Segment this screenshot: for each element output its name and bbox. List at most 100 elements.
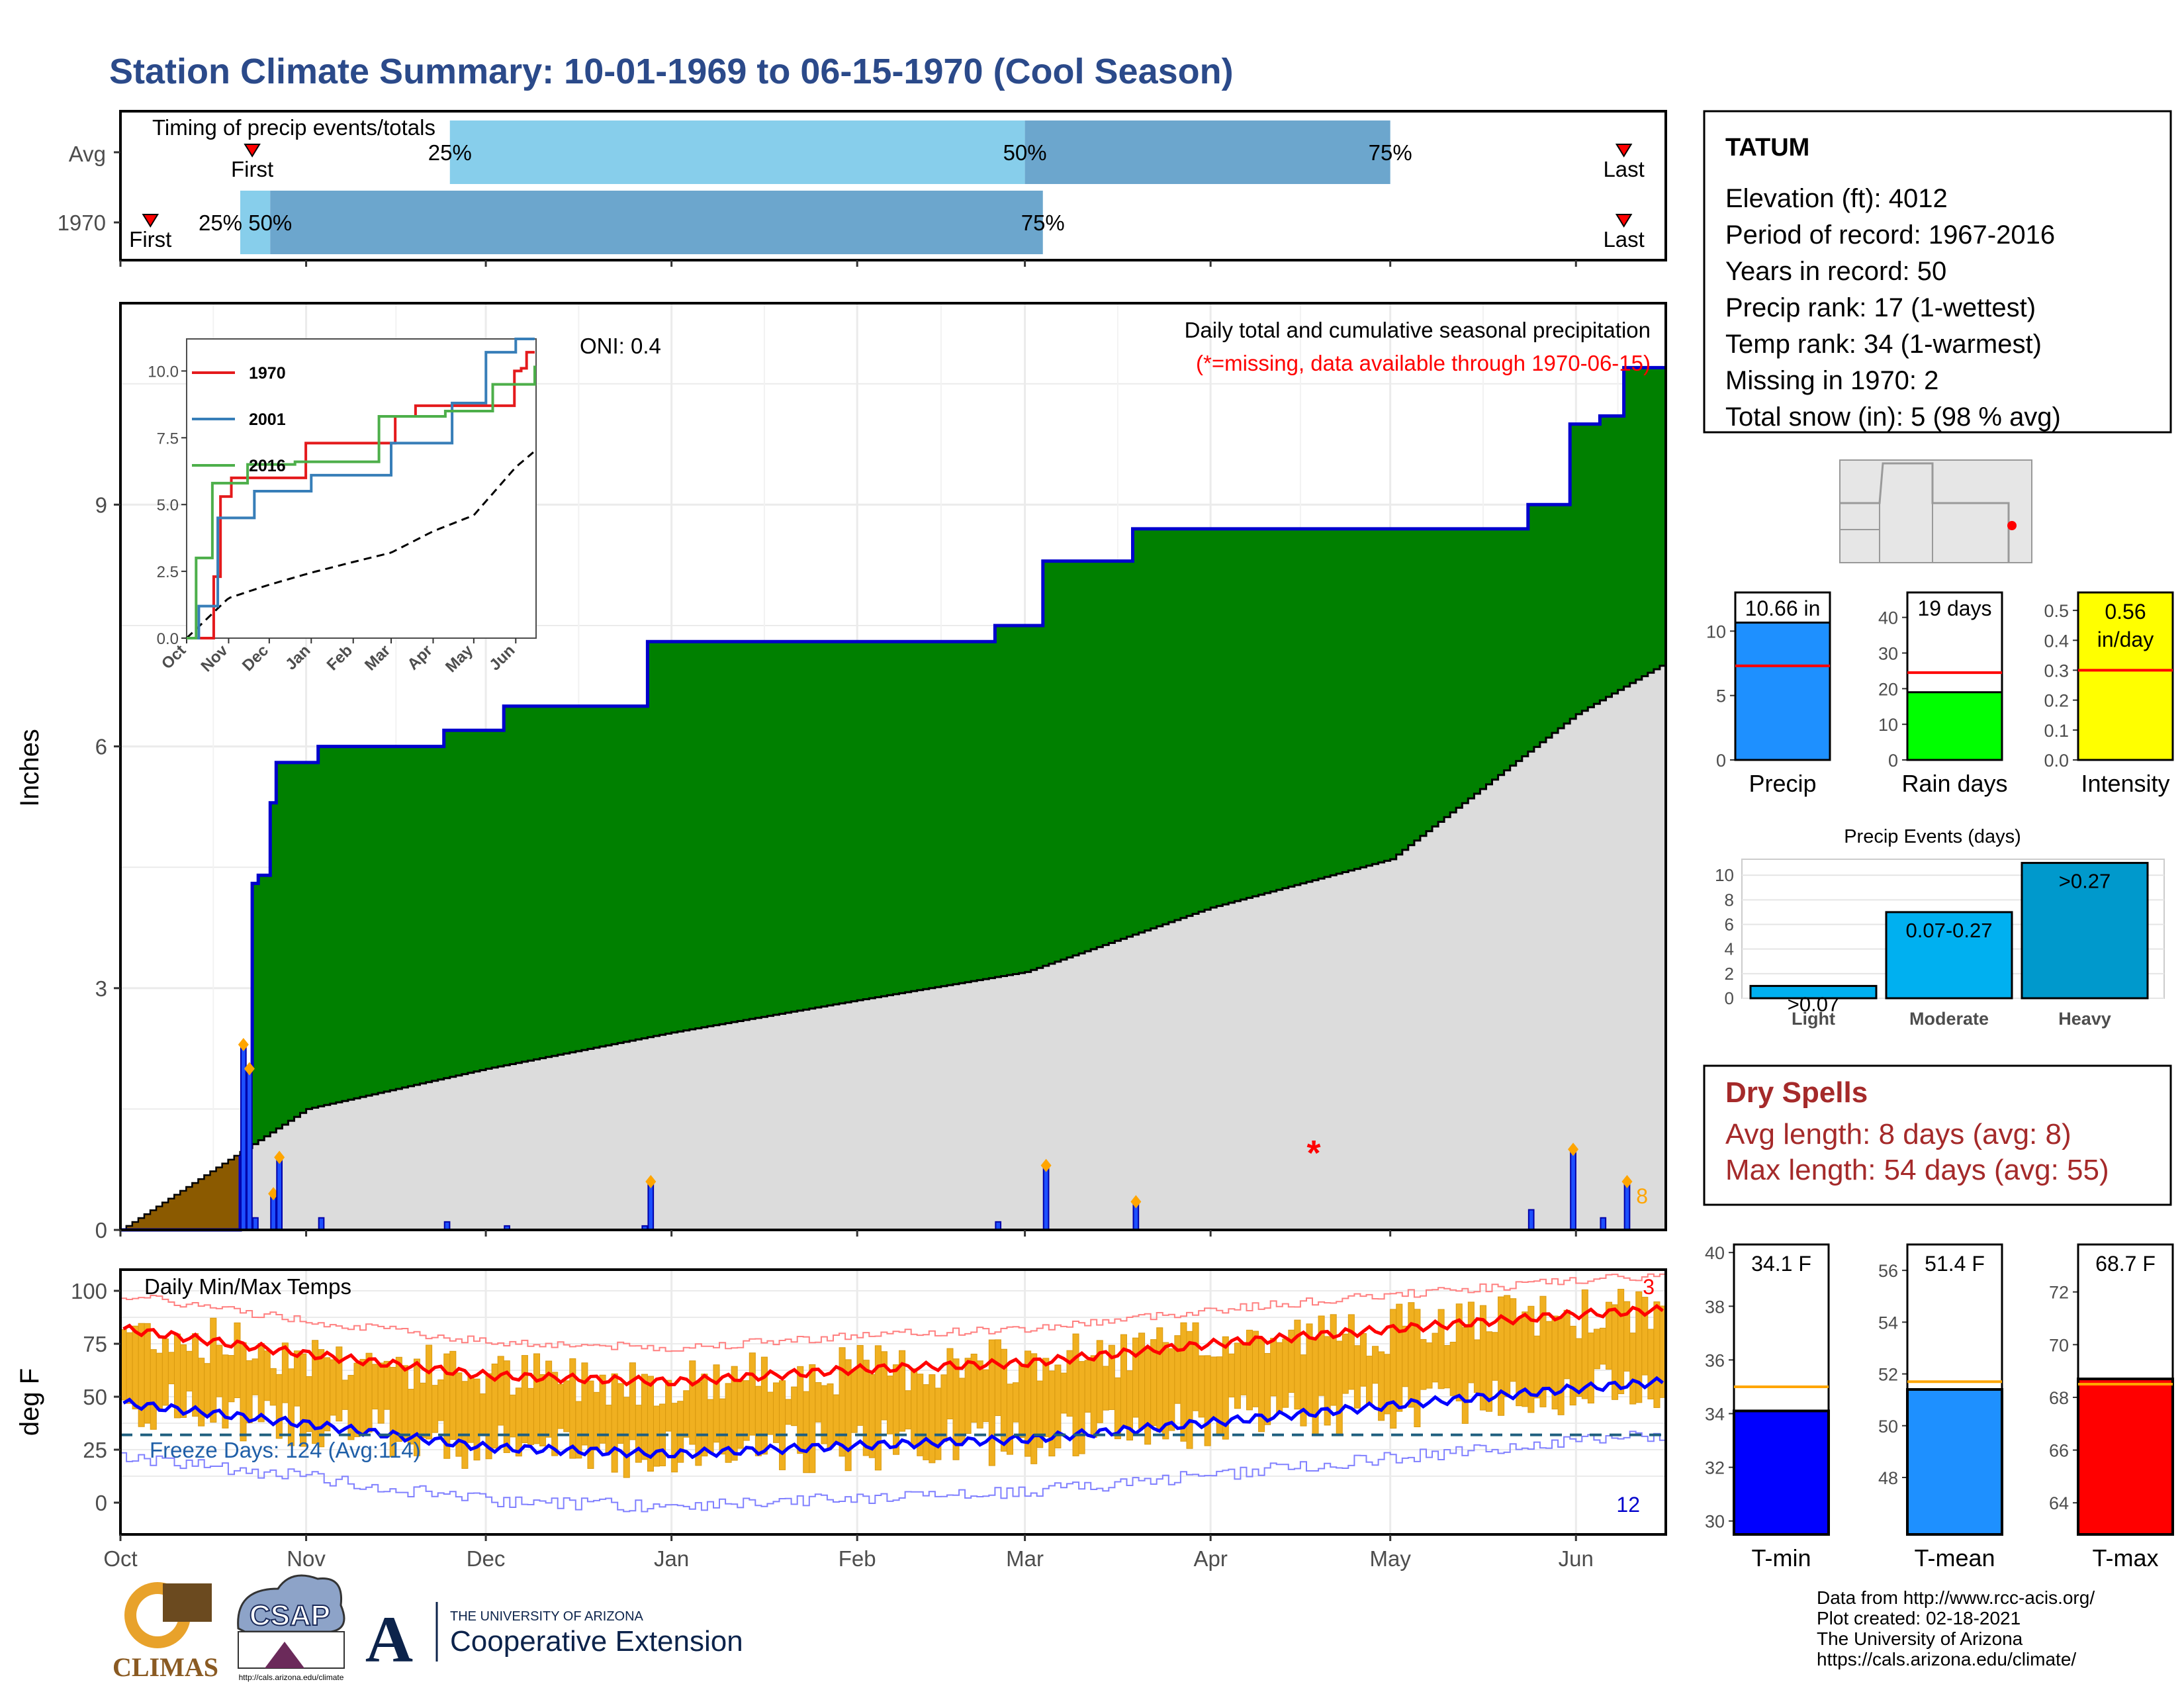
precip-event-bar bbox=[1885, 911, 2013, 1000]
daily-temp-range-bar bbox=[1234, 1342, 1241, 1409]
daily-temp-range-bar bbox=[263, 1350, 271, 1401]
missing-note: (*=missing, data available through 1970-… bbox=[1196, 351, 1651, 375]
daily-temp-range-bar bbox=[701, 1374, 708, 1457]
daily-temp-range-bar bbox=[1647, 1329, 1655, 1399]
y-tick-label: 38 bbox=[1705, 1297, 1725, 1317]
daily-temp-range-bar bbox=[1276, 1342, 1283, 1415]
p75-label: 75% bbox=[1369, 140, 1412, 165]
precip-event-bar-label: >0.27 bbox=[2059, 870, 2111, 893]
daily-temp-range-bar bbox=[1013, 1382, 1020, 1423]
x-tick-label: Apr bbox=[1193, 1546, 1227, 1571]
daily-temp-range-bar bbox=[946, 1348, 954, 1420]
daily-temp-range-bar bbox=[1467, 1301, 1475, 1383]
precip-events-title: Precip Events (days) bbox=[1844, 826, 2021, 847]
csap-logo-url: http://cals.arizona.edu/climate bbox=[239, 1673, 344, 1682]
daily-temp-range-bar bbox=[1228, 1353, 1235, 1397]
daily-temp-range-bar bbox=[353, 1362, 361, 1437]
summary-bar-value bbox=[2077, 591, 2174, 761]
summary-bar-value bbox=[1734, 622, 1831, 761]
temp-y-axis-title: deg F bbox=[15, 1368, 44, 1436]
daily-temp-range-bar bbox=[1461, 1327, 1469, 1424]
daily-temp-range-bar bbox=[923, 1384, 930, 1460]
daily-precip-bar bbox=[1527, 1209, 1535, 1231]
daily-temp-range-bar bbox=[1138, 1333, 1146, 1429]
daily-temp-range-bar bbox=[994, 1339, 1001, 1417]
daily-temp-range-bar bbox=[192, 1333, 199, 1417]
y-tick-label: 66 bbox=[2049, 1441, 2069, 1461]
daily-temp-range-bar bbox=[293, 1350, 301, 1407]
daily-temp-range-bar bbox=[557, 1383, 565, 1429]
daily-temp-range-bar bbox=[126, 1332, 133, 1404]
ua-logo-line2: Cooperative Extension bbox=[450, 1625, 743, 1658]
daily-temp-range-bar bbox=[1533, 1335, 1541, 1399]
station-precip-rank: Precip rank: 17 (1-wettest) bbox=[1725, 293, 2036, 322]
temp-bar-value bbox=[2077, 1378, 2174, 1536]
daily-temp-range-bar bbox=[713, 1364, 720, 1443]
daily-temp-range-bar bbox=[300, 1353, 307, 1447]
daily-temp-range-bar bbox=[1330, 1314, 1337, 1406]
daily-temp-range-bar bbox=[509, 1394, 516, 1438]
daily-temp-range-bar bbox=[461, 1381, 469, 1469]
daily-temp-range-bar bbox=[707, 1399, 714, 1453]
daily-temp-range-bar bbox=[324, 1357, 331, 1432]
daily-temp-range-bar bbox=[629, 1362, 636, 1440]
daily-temp-range-bar bbox=[1192, 1322, 1199, 1411]
snow-marker bbox=[1621, 1174, 1633, 1188]
x-tick-label: Nov bbox=[287, 1546, 326, 1571]
cumulative-below-average-area bbox=[120, 1151, 248, 1231]
missing-marker: * bbox=[1306, 1133, 1320, 1173]
daily-temp-range-bar bbox=[976, 1360, 983, 1429]
daily-temp-range-bar bbox=[318, 1349, 325, 1448]
daily-temp-range-bar bbox=[186, 1350, 193, 1391]
daily-temp-range-bar bbox=[1545, 1321, 1553, 1389]
daily-temp-range-bar bbox=[839, 1347, 846, 1457]
daily-temp-range-bar bbox=[167, 1352, 175, 1385]
daily-temp-range-bar bbox=[1420, 1338, 1427, 1390]
footer-line-1: Data from http://www.rcc-acis.org/ bbox=[1817, 1587, 2095, 1608]
y-tick-label: 3 bbox=[95, 976, 107, 1001]
daily-temp-range-bar bbox=[383, 1360, 390, 1410]
daily-temp-range-bar bbox=[246, 1360, 253, 1423]
daily-temp-range-bar bbox=[1252, 1331, 1259, 1407]
y-tick-label: 100 bbox=[71, 1279, 107, 1303]
snow-marker bbox=[274, 1150, 285, 1164]
daily-temp-range-bar bbox=[1210, 1356, 1217, 1421]
y-tick-label: 6 bbox=[1725, 914, 1734, 934]
daily-temp-range-bar bbox=[905, 1390, 912, 1430]
inset-y-tick-label: 10.0 bbox=[148, 363, 179, 381]
daily-temp-range-bar bbox=[479, 1393, 486, 1436]
daily-precip-bar bbox=[318, 1217, 325, 1231]
daily-temp-range-bar bbox=[1432, 1333, 1439, 1383]
ua-logo-line1: THE UNIVERSITY OF ARIZONA bbox=[450, 1609, 644, 1624]
y-tick-label: 0 bbox=[95, 1491, 107, 1515]
precip-y-axis-title: Inches bbox=[15, 729, 44, 807]
daily-temp-range-bar bbox=[1396, 1303, 1403, 1412]
precip-count-label: 8 bbox=[1636, 1184, 1648, 1208]
daily-temp-range-bar bbox=[287, 1368, 295, 1446]
daily-temp-range-bar bbox=[341, 1380, 349, 1410]
y-tick-label: 0 bbox=[95, 1218, 107, 1243]
summary-bar-value bbox=[1906, 691, 2003, 761]
dry-spells-title: Dry Spells bbox=[1725, 1076, 1868, 1109]
first-label: First bbox=[129, 227, 171, 252]
daily-temp-range-bar bbox=[1617, 1289, 1625, 1394]
daily-temp-range-bar bbox=[437, 1379, 445, 1421]
footer-line-2: Plot created: 02-18-2021 bbox=[1817, 1608, 2021, 1628]
station-period: Period of record: 1967-2016 bbox=[1725, 220, 2055, 250]
x-tick-label: May bbox=[1370, 1546, 1412, 1571]
precip-event-bar bbox=[2021, 862, 2149, 1000]
y-tick-label: 0.1 bbox=[2044, 721, 2069, 741]
daily-temp-range-bar bbox=[563, 1380, 570, 1432]
daily-temp-range-bar bbox=[515, 1387, 522, 1457]
daily-temp-range-bar bbox=[401, 1365, 408, 1440]
daily-temp-range-bar bbox=[359, 1358, 367, 1436]
summary-bar-value-label: 0.56 bbox=[2105, 600, 2146, 624]
daily-temp-range-bar bbox=[1599, 1327, 1606, 1365]
x-tick-label: Mar bbox=[1006, 1546, 1044, 1571]
daily-temp-range-bar bbox=[850, 1369, 858, 1433]
daily-temp-range-bar bbox=[1443, 1345, 1451, 1389]
daily-temp-range-bar bbox=[275, 1374, 283, 1439]
freeze-days-label: Freeze Days: 124 (Avg:114) bbox=[150, 1438, 421, 1462]
daily-temp-range-bar bbox=[1641, 1297, 1649, 1376]
daily-precip-bar bbox=[1042, 1164, 1050, 1231]
